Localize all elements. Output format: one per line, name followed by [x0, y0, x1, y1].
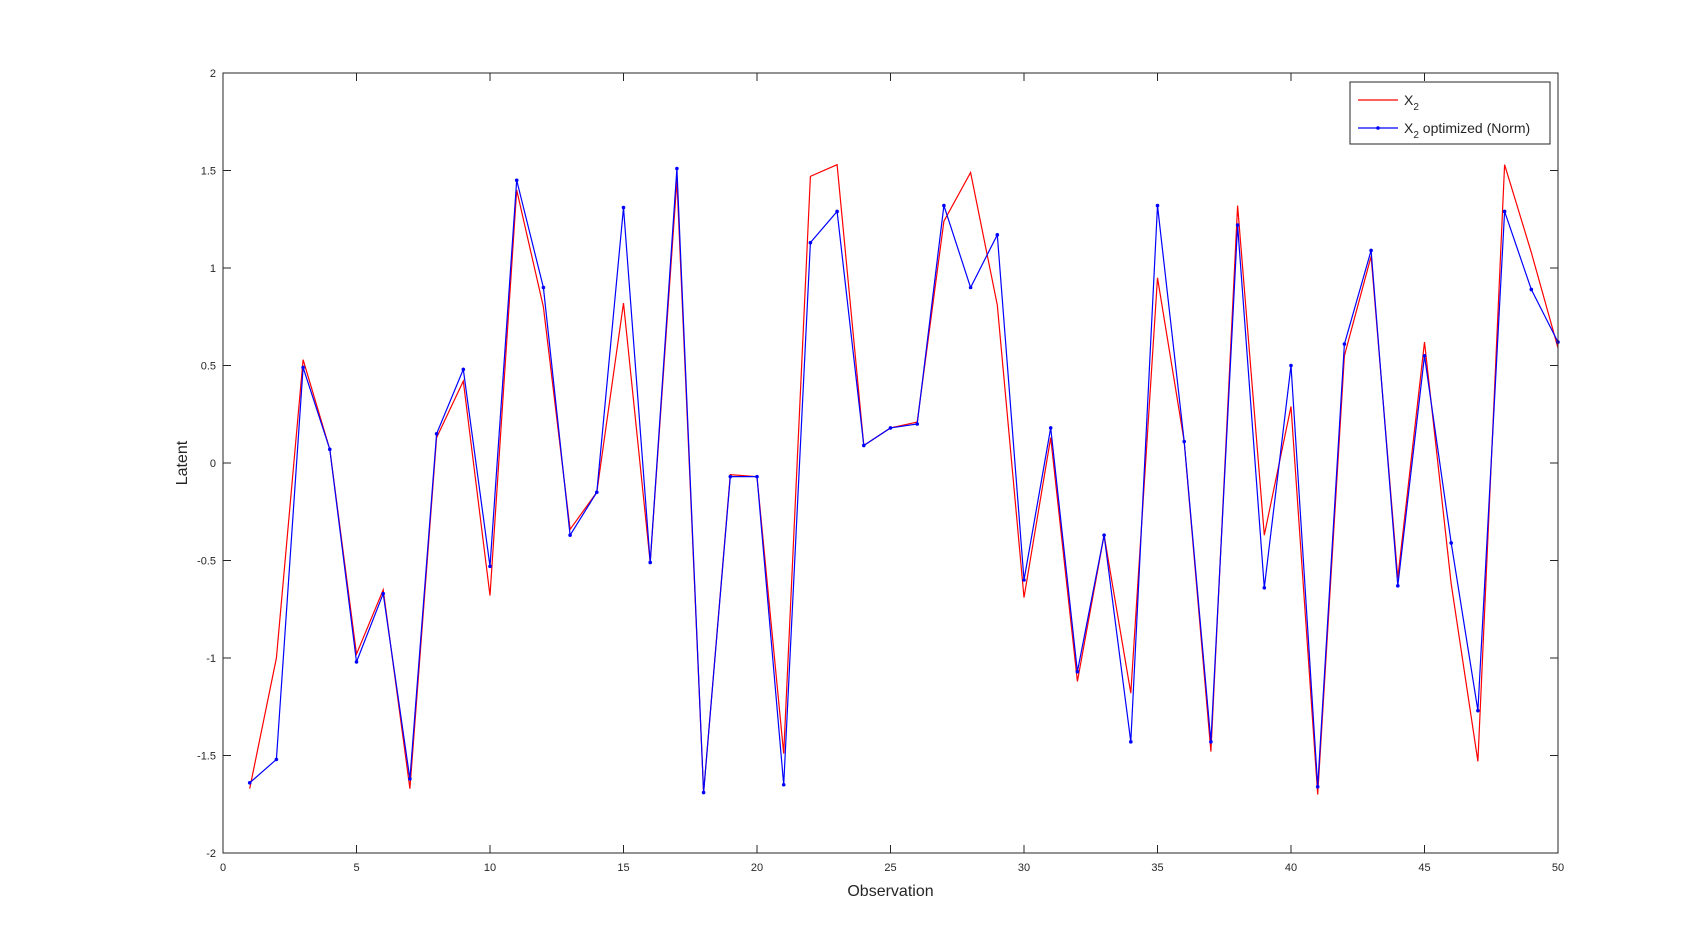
legend-label-main: X	[1404, 120, 1414, 136]
y-tick-label: -1	[206, 653, 216, 665]
series-line-1	[249, 163, 1559, 795]
data-point	[1075, 669, 1080, 674]
x-tick-label: 50	[1552, 862, 1564, 874]
y-tick-label: 2	[210, 68, 216, 80]
data-point	[648, 560, 652, 565]
series-layer	[247, 163, 1560, 795]
data-point	[968, 285, 973, 290]
x-tick-label: 40	[1285, 862, 1297, 874]
y-tick-label: 0.5	[201, 361, 216, 373]
data-point	[1449, 541, 1453, 545]
data-point	[595, 490, 599, 495]
data-point	[247, 781, 252, 785]
data-point	[1102, 533, 1106, 537]
data-point	[781, 782, 786, 787]
data-point	[1048, 426, 1053, 430]
legend-label-suffix: optimized (Norm)	[1419, 120, 1530, 136]
y-tick-label: 0	[210, 458, 216, 470]
data-point	[328, 447, 332, 452]
data-point	[514, 178, 519, 183]
legend-label-subscript: 2	[1413, 102, 1419, 113]
data-point	[488, 564, 492, 569]
data-point	[541, 285, 546, 290]
data-point	[408, 777, 412, 781]
x-tick-label: 10	[484, 862, 496, 874]
y-tick-label: -0.5	[197, 556, 216, 568]
x-tick-label: 0	[220, 862, 226, 874]
data-point	[888, 426, 893, 430]
data-point	[1129, 740, 1133, 744]
x-tick-label: 20	[751, 862, 763, 874]
data-point	[1289, 363, 1293, 368]
data-point	[1396, 584, 1400, 588]
data-point	[1476, 708, 1480, 713]
data-point	[1422, 353, 1427, 358]
x-tick-label: 15	[617, 862, 629, 874]
legend-marker	[1376, 126, 1380, 130]
data-point	[1529, 287, 1534, 292]
x-tick-label: 35	[1151, 862, 1163, 874]
legend-box	[1349, 81, 1551, 145]
x-tick-label: 5	[353, 862, 359, 874]
plot-area	[223, 73, 1558, 853]
x-axis-title: Observation	[847, 883, 933, 900]
data-point	[728, 474, 733, 479]
data-point	[701, 790, 706, 795]
y-axis-title: Latent	[174, 440, 191, 485]
legend-label-subscript: 2	[1413, 130, 1419, 141]
legend-label-1: X2	[1404, 92, 1419, 113]
y-tick-label: 1	[210, 263, 216, 275]
ticks-layer: 0 5 10 15 20 25 30 35 40 45 50 -2 -1.5 -1 -0.5 0 0.5 1 1.5…	[197, 68, 1564, 874]
data-point	[274, 757, 279, 762]
data-point	[808, 240, 813, 245]
x-tick-label: 25	[884, 862, 896, 874]
data-point	[1502, 209, 1507, 214]
y-tick-label: -2	[206, 848, 216, 860]
data-point	[755, 474, 759, 479]
x-tick-label: 45	[1418, 862, 1430, 874]
data-point	[568, 533, 572, 537]
data-point	[1262, 586, 1267, 590]
data-point	[915, 422, 919, 426]
data-point	[942, 203, 946, 208]
data-point	[1235, 223, 1240, 227]
data-point	[675, 166, 679, 171]
data-point	[1369, 248, 1373, 253]
data-point	[434, 431, 439, 436]
legend-label-main: X	[1404, 92, 1414, 108]
legend-label-2: X2 optimized (Norm)	[1404, 120, 1530, 141]
data-point	[1209, 740, 1213, 744]
data-point	[835, 209, 839, 214]
data-point	[1022, 578, 1026, 582]
data-point	[381, 591, 386, 596]
data-point	[1155, 203, 1160, 208]
data-point	[995, 233, 1000, 237]
data-point	[1342, 342, 1347, 346]
y-tick-label: -1.5	[197, 751, 216, 763]
data-point	[621, 205, 626, 210]
x-tick-label: 30	[1018, 862, 1030, 874]
data-point	[1182, 439, 1186, 444]
series-line-2	[249, 168, 1559, 793]
y-tick-label: 1.5	[201, 166, 216, 178]
data-point	[1315, 784, 1320, 789]
data-point	[862, 443, 866, 448]
data-point	[461, 367, 466, 372]
data-point	[301, 365, 305, 370]
data-point	[354, 660, 359, 664]
